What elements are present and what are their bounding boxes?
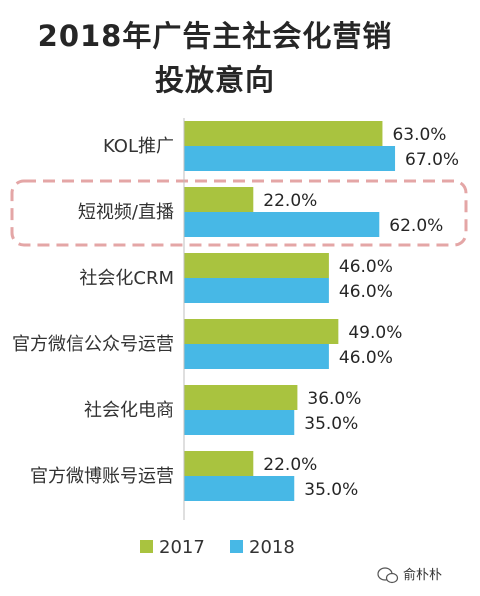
value-label: 67.0% — [405, 150, 459, 170]
legend-label-2017: 2017 — [159, 537, 205, 558]
chart-title: 2018年广告主社会化营销 投放意向 — [0, 14, 430, 102]
highlight-box — [10, 179, 468, 247]
value-label: 35.0% — [304, 480, 358, 500]
value-label: 49.0% — [348, 323, 402, 343]
value-label: 63.0% — [392, 125, 446, 145]
value-label: 36.0% — [307, 389, 361, 409]
category-label: KOL推广 — [103, 136, 174, 157]
value-label: 46.0% — [339, 257, 393, 277]
bar-2018 — [184, 410, 295, 435]
legend-swatch-2018 — [230, 540, 243, 553]
category-label: 社会化电商 — [84, 400, 174, 421]
bar-2017 — [184, 451, 254, 476]
value-label: 22.0% — [263, 191, 317, 211]
bar-2017 — [184, 121, 383, 146]
bar-2017 — [184, 385, 298, 410]
value-label: 46.0% — [339, 348, 393, 368]
bar-2018 — [184, 212, 380, 237]
chart-title-line-2: 投放意向 — [154, 63, 275, 97]
bar-2018 — [184, 476, 295, 501]
legend-label-2018: 2018 — [249, 537, 295, 558]
bar-2018 — [184, 146, 396, 171]
bar-2017 — [184, 319, 339, 344]
category-label: 社会化CRM — [79, 268, 174, 289]
wechat-icon-bubble — [385, 572, 399, 584]
value-label: 35.0% — [304, 414, 358, 434]
value-label: 22.0% — [263, 455, 317, 475]
chart-title-line-1: 2018年广告主社会化营销 — [37, 19, 393, 53]
category-label: 官方微博账号运营 — [30, 466, 174, 487]
legend-swatch-2017 — [140, 540, 153, 553]
category-label: 官方微信公众号运营 — [12, 334, 174, 355]
value-label: 62.0% — [389, 216, 443, 236]
category-label: 短视频/直播 — [78, 202, 174, 223]
bar-2017 — [184, 187, 254, 212]
watermark-text: 俞朴朴 — [403, 567, 442, 583]
bar-2017 — [184, 253, 329, 278]
bar-2018 — [184, 344, 329, 369]
value-label: 46.0% — [339, 282, 393, 302]
bar-2018 — [184, 278, 329, 303]
